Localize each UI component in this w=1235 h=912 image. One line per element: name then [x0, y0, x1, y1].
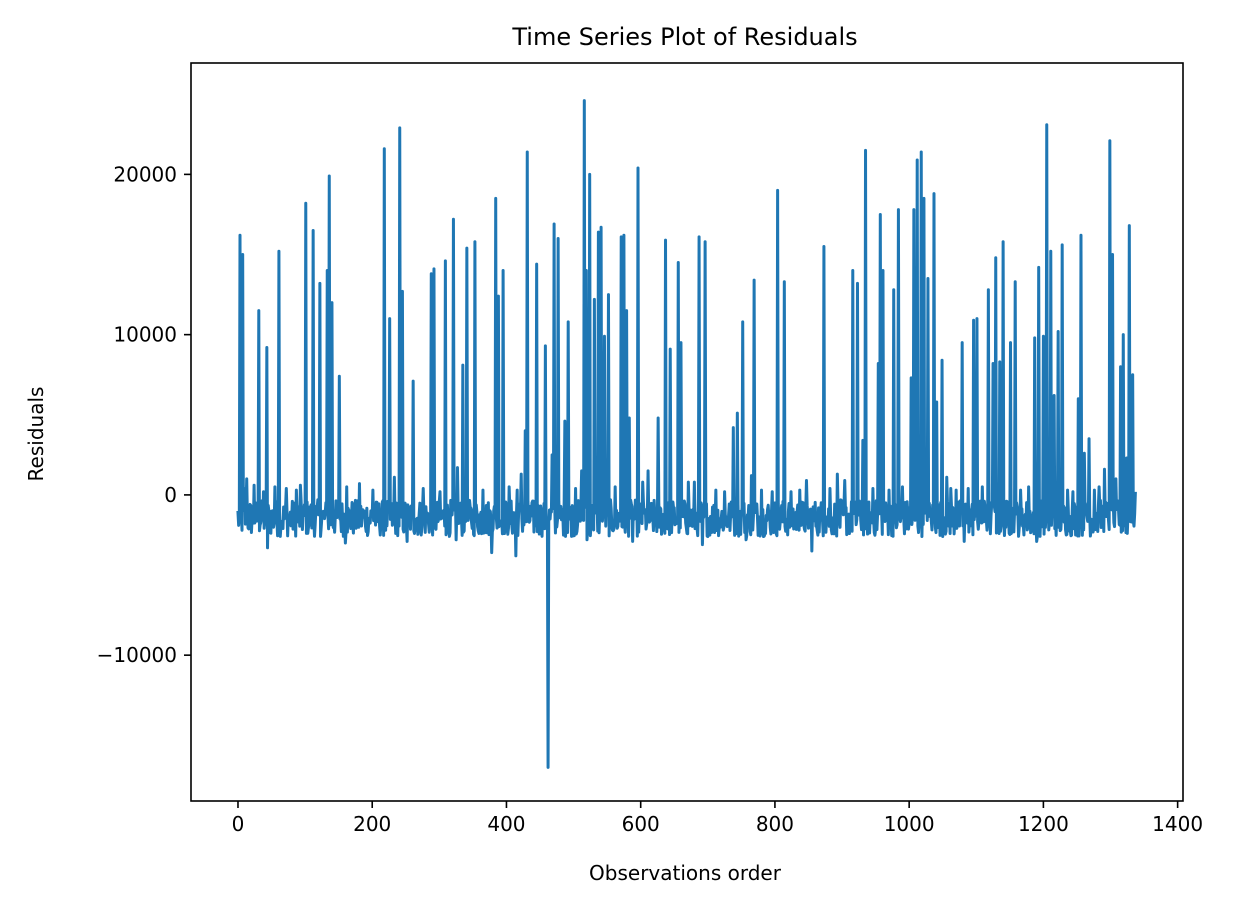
residuals-series-line — [236, 99, 1137, 769]
x-axis-label: Observations order — [589, 861, 782, 885]
axes-layer: 0 200 400 600 800 1000 1200 1400 −10000 0 10000 200… — [97, 62, 1203, 836]
x-tick-label: 0 — [232, 812, 245, 836]
y-tick-label: −10000 — [97, 643, 177, 667]
plot-frame — [190, 62, 1184, 802]
x-tick-label: 200 — [353, 812, 391, 836]
y-tick-label: 10000 — [113, 323, 177, 347]
x-tick-label: 1000 — [884, 812, 935, 836]
x-tick-label: 800 — [756, 812, 794, 836]
y-tick-label: 20000 — [113, 162, 177, 186]
y-tick-label: 0 — [164, 483, 177, 507]
x-tick-label: 400 — [487, 812, 525, 836]
x-tick-label: 600 — [622, 812, 660, 836]
series-layer — [236, 99, 1137, 769]
x-tick-label: 1400 — [1152, 812, 1203, 836]
chart-title: Time Series Plot of Residuals — [511, 23, 857, 51]
x-tick-label: 1200 — [1018, 812, 1069, 836]
y-axis-label: Residuals — [24, 387, 48, 482]
